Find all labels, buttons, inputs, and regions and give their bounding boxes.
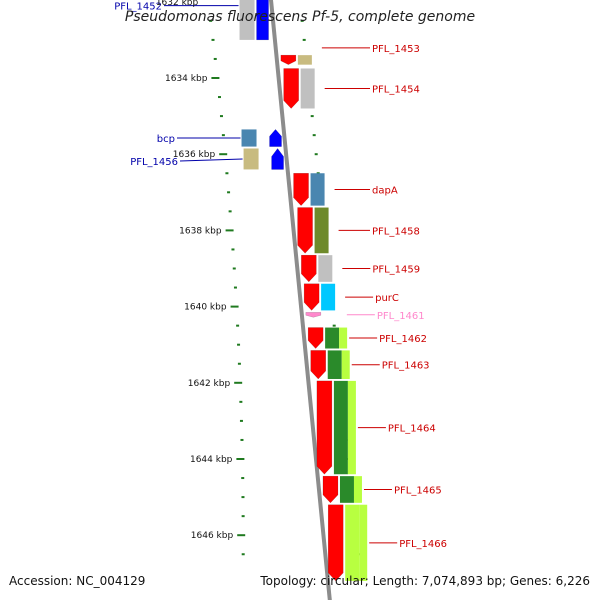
gene-pfl_1454[interactable] <box>283 68 299 109</box>
feature-block <box>310 173 325 206</box>
tick-labels: 1632 kbp 1634 kbp 1636 kbp 1638 kbp 1640 kbp… <box>156 0 234 541</box>
gene-label-pfl_1456[interactable]: PFL_1456 <box>130 157 178 168</box>
feature-block-gray <box>239 0 255 40</box>
map-title: Pseudomonas fluorescens Pf-5, complete g… <box>124 9 476 25</box>
gene-label-pfl_1454[interactable]: PFL_1454 <box>372 84 420 95</box>
feature-block <box>325 327 340 349</box>
gene-pfl_1465[interactable] <box>322 475 339 504</box>
backbone-line <box>268 0 332 600</box>
gene-pfl_1461[interactable] <box>305 312 322 318</box>
gene-label-pfl_1461[interactable]: PFL_1461 <box>377 311 425 322</box>
gene-pfl_1462[interactable] <box>307 327 324 349</box>
gene-pfl_1453[interactable] <box>280 54 297 65</box>
feature-block <box>241 129 257 147</box>
feature-block-lime <box>341 350 350 379</box>
genome-summary-text: Topology: circular; Length: 7,074,893 bp… <box>260 574 590 588</box>
tick-track-left <box>209 19 246 556</box>
feature-block-lime <box>347 380 356 475</box>
feature-block-lime <box>359 504 368 581</box>
tick-label: 1646 kbp <box>191 531 234 541</box>
gene-pfl_1463[interactable] <box>310 350 326 380</box>
gene-pfl_1458[interactable] <box>297 207 313 254</box>
feature-block <box>318 255 333 282</box>
feature-block <box>314 207 329 254</box>
gene-pfl_1456[interactable] <box>271 148 284 170</box>
feature-block <box>339 476 354 503</box>
feature-block <box>327 350 342 379</box>
feature-block <box>300 68 315 109</box>
feature-block-lime <box>339 327 348 349</box>
label-leader-line <box>179 158 243 162</box>
gene-pfl_1464[interactable] <box>316 380 333 475</box>
gene-label-pfl_1464[interactable]: PFL_1464 <box>388 424 436 435</box>
backbone-track <box>268 0 332 600</box>
gene-label-pfl_1463[interactable]: PFL_1463 <box>382 361 430 372</box>
gene-label-bcp[interactable]: bcp <box>157 134 175 145</box>
gene-pfl_1459[interactable] <box>301 254 317 283</box>
gene-dapa[interactable] <box>293 173 309 207</box>
feature-block <box>345 504 360 581</box>
gene-label-pfl_1452[interactable]: PFL_1452 <box>114 2 162 13</box>
gene-pfl_1466[interactable] <box>327 504 344 582</box>
accession-text: Accession: NC_004129 <box>9 574 146 588</box>
tick-label: 1638 kbp <box>179 226 222 236</box>
feature-block-lime <box>353 476 362 503</box>
gene-label-purc[interactable]: purC <box>375 293 399 304</box>
gene-label-pfl_1458[interactable]: PFL_1458 <box>372 226 420 237</box>
gene-label-pfl_1466[interactable]: PFL_1466 <box>399 539 447 550</box>
tick-label: 1634 kbp <box>165 74 208 84</box>
tick-label: 1642 kbp <box>188 379 231 389</box>
gene-label-pfl_1462[interactable]: PFL_1462 <box>379 334 427 345</box>
tick-label: 1644 kbp <box>190 455 233 465</box>
feature-block <box>297 55 312 65</box>
feature-block <box>243 148 259 170</box>
gene-label-dapa[interactable]: dapA <box>372 185 398 196</box>
label-leaders <box>164 5 398 544</box>
tick-label: 1632 kbp <box>156 0 199 8</box>
feature-block <box>321 283 336 311</box>
gene-pfl_1452[interactable] <box>256 0 269 41</box>
feature-block <box>333 380 348 475</box>
tick-label: 1636 kbp <box>173 150 216 160</box>
gene-purc[interactable] <box>303 283 320 311</box>
gene-track <box>256 0 344 582</box>
feature-track <box>239 0 368 581</box>
gene-bcp[interactable] <box>269 129 282 147</box>
gene-label-pfl_1459[interactable]: PFL_1459 <box>372 265 420 276</box>
gene-label-pfl_1465[interactable]: PFL_1465 <box>394 485 442 496</box>
gene-label-pfl_1453[interactable]: PFL_1453 <box>372 44 420 55</box>
tick-label: 1640 kbp <box>184 303 227 313</box>
